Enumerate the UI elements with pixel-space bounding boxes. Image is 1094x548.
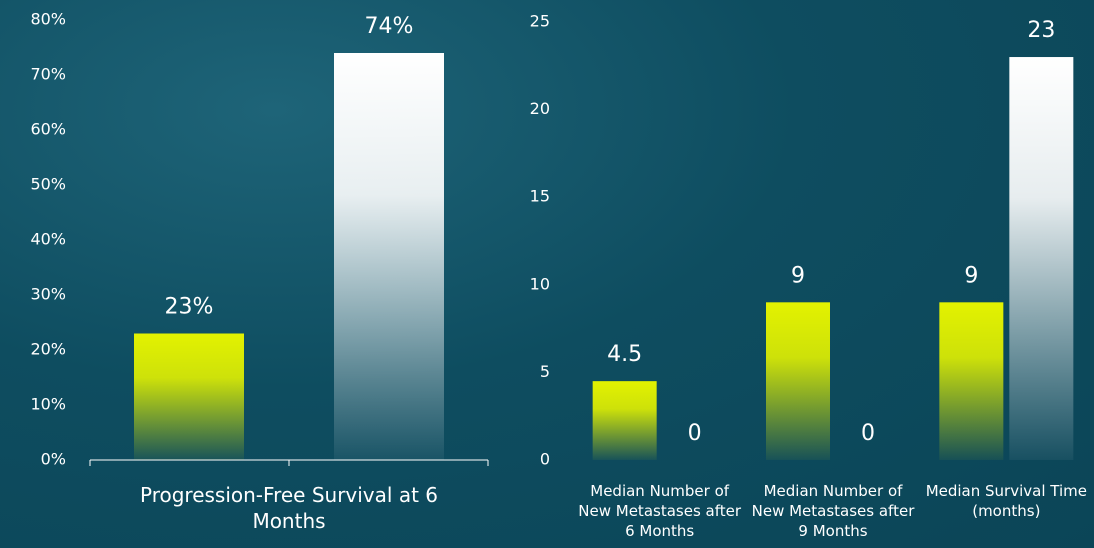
bar bbox=[592, 381, 657, 460]
y-tick-label: 20% bbox=[30, 340, 66, 359]
bar bbox=[939, 302, 1004, 460]
y-tick-label: 10% bbox=[30, 395, 66, 414]
y-tick-label: 10 bbox=[530, 274, 550, 293]
y-tick-label: 40% bbox=[30, 230, 66, 249]
value-label: 0 bbox=[861, 421, 875, 446]
value-label: 23% bbox=[165, 295, 214, 320]
x-tick-label: Median Number of New Metastases after 9 … bbox=[751, 482, 915, 540]
value-label: 0 bbox=[688, 421, 702, 446]
y-tick-label: 0% bbox=[41, 450, 66, 469]
x-tick-label: Median Number of New Metastases after 6 … bbox=[578, 482, 742, 540]
y-tick-label: 70% bbox=[30, 65, 66, 84]
y-tick-label: 60% bbox=[30, 120, 66, 139]
value-label: 23 bbox=[1027, 18, 1055, 43]
value-label: 9 bbox=[964, 263, 978, 288]
x-tick-label: Progression-Free Survival at 6 Months bbox=[139, 483, 438, 534]
y-tick-label: 0 bbox=[540, 450, 550, 469]
value-label: 74% bbox=[365, 14, 414, 39]
bar bbox=[334, 53, 444, 460]
y-tick-label: 20 bbox=[530, 99, 550, 118]
value-label: 4.5 bbox=[607, 342, 642, 367]
y-tick-label: 25 bbox=[530, 12, 550, 31]
bar bbox=[766, 302, 830, 460]
x-tick-label: Median Survival Time (months) bbox=[925, 482, 1087, 520]
bar bbox=[1009, 57, 1074, 460]
bar bbox=[134, 333, 244, 460]
y-tick-label: 50% bbox=[30, 175, 66, 194]
y-tick-label: 30% bbox=[30, 285, 66, 304]
value-label: 9 bbox=[791, 263, 805, 288]
y-tick-label: 5 bbox=[540, 362, 550, 381]
y-tick-label: 80% bbox=[30, 10, 66, 29]
y-tick-label: 15 bbox=[530, 187, 550, 206]
